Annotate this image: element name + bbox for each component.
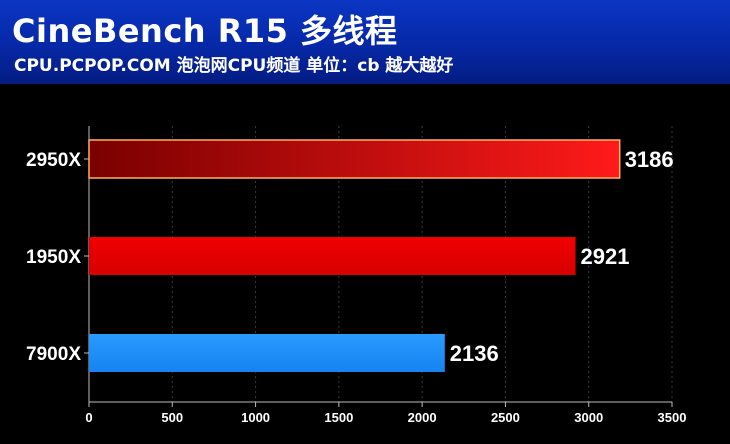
chart-header: CineBench R15 多线程 CPU.PCPOP.COM 泡泡网CPU频道… <box>0 0 730 84</box>
x-tick-label: 500 <box>161 410 183 425</box>
x-tick-label: 3000 <box>574 410 603 425</box>
x-tick-label: 2000 <box>408 410 437 425</box>
x-tick-label: 1500 <box>324 410 353 425</box>
value-label: 2136 <box>450 341 499 366</box>
x-tick-label: 1000 <box>241 410 270 425</box>
bar-7900x <box>89 334 445 372</box>
x-tick-label: 0 <box>85 410 92 425</box>
value-label: 3186 <box>625 147 674 172</box>
labels: 0 500 1000 1500 2000 2500 3000 3500 2950X 3186 195… <box>26 147 686 425</box>
chart-title: CineBench R15 多线程 <box>12 12 398 50</box>
category-label: 1950X <box>26 247 81 268</box>
bar-2950x <box>88 139 621 179</box>
category-label: 7900X <box>26 344 81 365</box>
bar-1950x <box>89 237 576 275</box>
bar-chart: 0 500 1000 1500 2000 2500 3000 3500 2950X 3186 195… <box>26 126 686 425</box>
category-label: 2950X <box>26 150 81 171</box>
value-label: 2921 <box>581 244 630 269</box>
chart-subtitle: CPU.PCPOP.COM 泡泡网CPU频道 单位：cb 越大越好 <box>14 56 454 76</box>
x-tick-label: 3500 <box>658 410 687 425</box>
bars <box>88 139 621 372</box>
x-tick-label: 2500 <box>491 410 520 425</box>
